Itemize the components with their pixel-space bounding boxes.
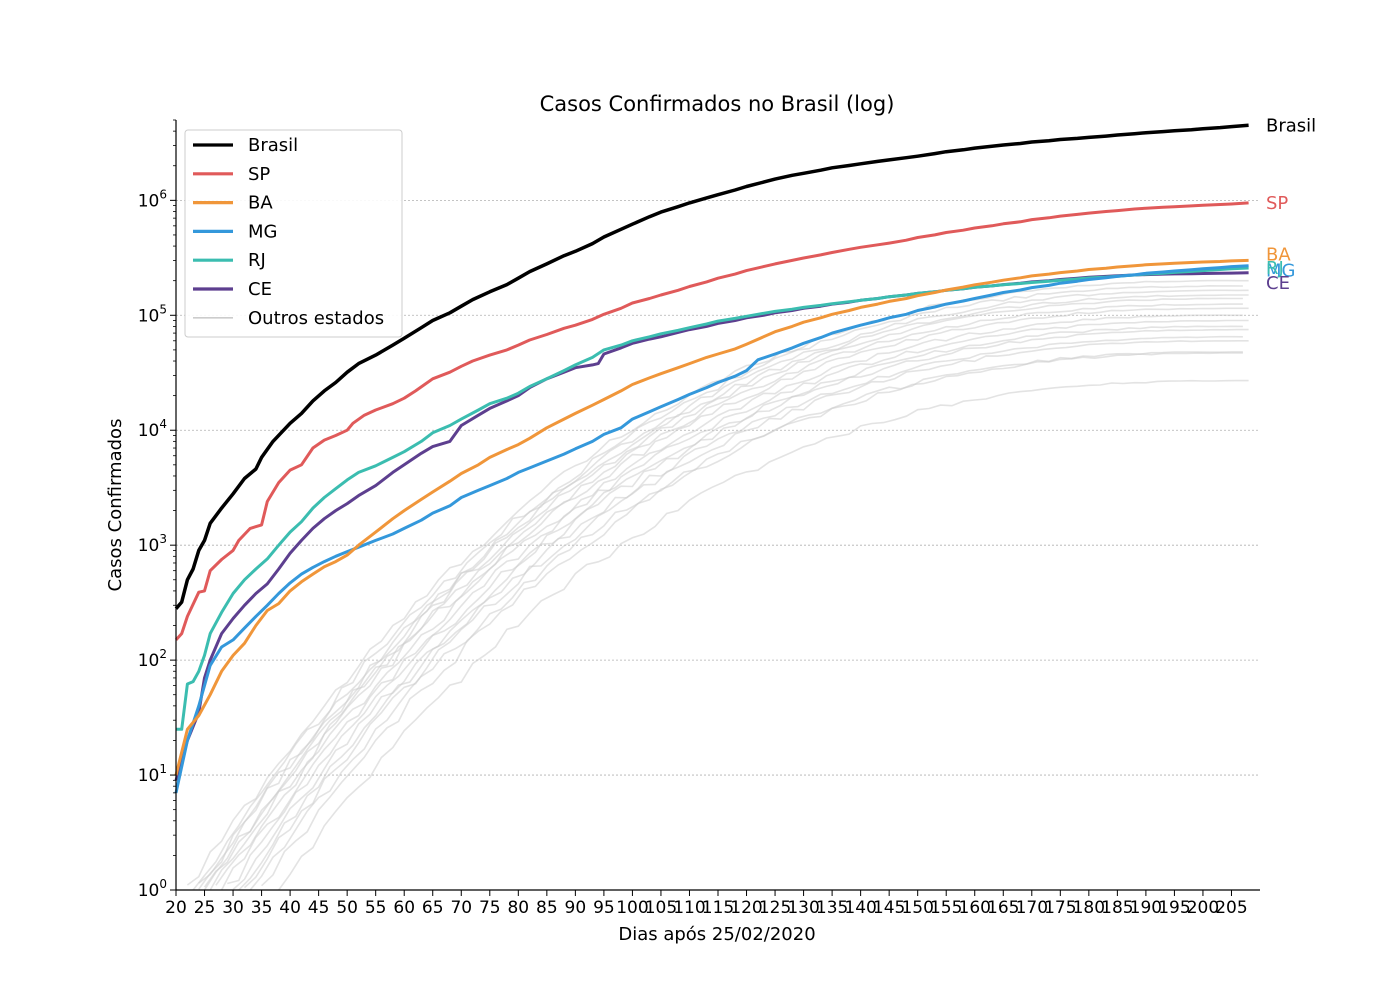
series-line-ce	[174, 271, 1249, 781]
x-tick-label: 140	[844, 898, 876, 918]
legend-box	[184, 129, 403, 338]
legend: Brasil SP BA MG RJ CE Outros estados	[184, 129, 403, 338]
x-tick-label: 20	[165, 898, 187, 918]
x-tick-label: 70	[450, 898, 472, 918]
x-tick-label: 125	[759, 898, 791, 918]
chart-title: Casos Confirmados no Brasil (log)	[540, 92, 895, 116]
other-state-line	[278, 379, 1249, 891]
x-axis-label: Dias após 25/02/2020	[618, 924, 815, 945]
end-label-sp: SP	[1266, 193, 1288, 214]
legend-label: SP	[248, 164, 270, 185]
y-tick-label: 102	[138, 647, 167, 671]
x-tick-label: 45	[308, 898, 330, 918]
x-tick-label: 105	[645, 898, 677, 918]
x-tick-label: 115	[702, 898, 734, 918]
legend-label: MG	[248, 221, 277, 242]
legend-label: RJ	[248, 250, 266, 271]
other-state-line	[209, 307, 1249, 891]
x-tick-label: 100	[616, 898, 648, 918]
x-tick-label: 75	[479, 898, 501, 918]
x-tick-label: 170	[1016, 898, 1048, 918]
y-axis-label: Casos Confirmados	[105, 419, 126, 592]
x-tick-label: 175	[1044, 898, 1076, 918]
x-tick-label: 180	[1073, 898, 1105, 918]
y-tick-label: 100	[138, 877, 167, 901]
other-state-line	[220, 319, 1249, 891]
end-label-mg: MG	[1266, 261, 1295, 282]
other-state-line	[198, 294, 1249, 890]
other-state-line	[198, 289, 1249, 884]
other-state-line	[203, 303, 1243, 888]
x-tick-label: 60	[393, 898, 415, 918]
end-label-ce: CE	[1266, 273, 1290, 294]
other-state-line	[215, 314, 1243, 886]
x-tick-label: 95	[593, 898, 615, 918]
x-tick-label: 185	[1101, 898, 1133, 918]
x-tick-label: 155	[930, 898, 962, 918]
series-line-mg	[174, 264, 1249, 794]
y-tick-label: 103	[138, 532, 167, 556]
y-tick-label: 104	[138, 417, 167, 441]
x-tick-label: 50	[336, 898, 358, 918]
x-tick-label: 65	[422, 898, 444, 918]
series-lines	[174, 123, 1249, 794]
x-tick-label: 200	[1187, 898, 1219, 918]
other-state-line	[192, 284, 1243, 891]
x-tick-label: 190	[1130, 898, 1162, 918]
legend-label: Outros estados	[248, 308, 384, 329]
series-line-ba	[174, 258, 1249, 776]
x-tick-label: 130	[787, 898, 819, 918]
x-tick-label: 80	[507, 898, 529, 918]
x-tick-label: 30	[222, 898, 244, 918]
series-line-rj	[176, 266, 1249, 731]
other-state-line	[227, 325, 1243, 885]
other-state-line	[238, 335, 1243, 891]
end-label-ba: BA	[1266, 244, 1291, 265]
x-tick-label: 205	[1215, 898, 1247, 918]
y-tick-label: 106	[138, 187, 167, 211]
series-line-brasil	[174, 123, 1249, 610]
axes: 20 25 30 35 40 45 50 55 60 65 70 75 80 85 90 95 10010511…	[138, 119, 1260, 918]
other-state-line	[261, 352, 1243, 887]
x-tick-label: 25	[194, 898, 216, 918]
other-states-lines	[186, 279, 1249, 891]
x-tick-label: 35	[251, 898, 273, 918]
legend-label: Brasil	[248, 135, 298, 156]
x-tick-label: 160	[959, 898, 991, 918]
x-tick-label: 165	[987, 898, 1019, 918]
other-state-line	[243, 339, 1249, 889]
end-label-brasil: Brasil	[1266, 115, 1316, 136]
x-tick-label: 150	[901, 898, 933, 918]
x-tick-label: 90	[565, 898, 587, 918]
legend-label: BA	[248, 193, 273, 214]
x-tick-label: 55	[365, 898, 387, 918]
x-tick-label: 85	[536, 898, 558, 918]
end-label-rj: RJ	[1266, 258, 1284, 279]
x-tick-label: 40	[279, 898, 301, 918]
series-line-sp	[174, 201, 1249, 641]
x-tick-label: 145	[873, 898, 905, 918]
other-state-line	[203, 297, 1243, 891]
y-tick-label: 101	[138, 762, 167, 786]
x-tick-label: 135	[816, 898, 848, 918]
x-tick-label: 195	[1158, 898, 1190, 918]
y-tick-label: 105	[138, 302, 167, 326]
legend-label: CE	[248, 279, 272, 300]
x-tick-label: 120	[730, 898, 762, 918]
x-tick-label: 110	[673, 898, 705, 918]
other-state-line	[186, 279, 1249, 886]
